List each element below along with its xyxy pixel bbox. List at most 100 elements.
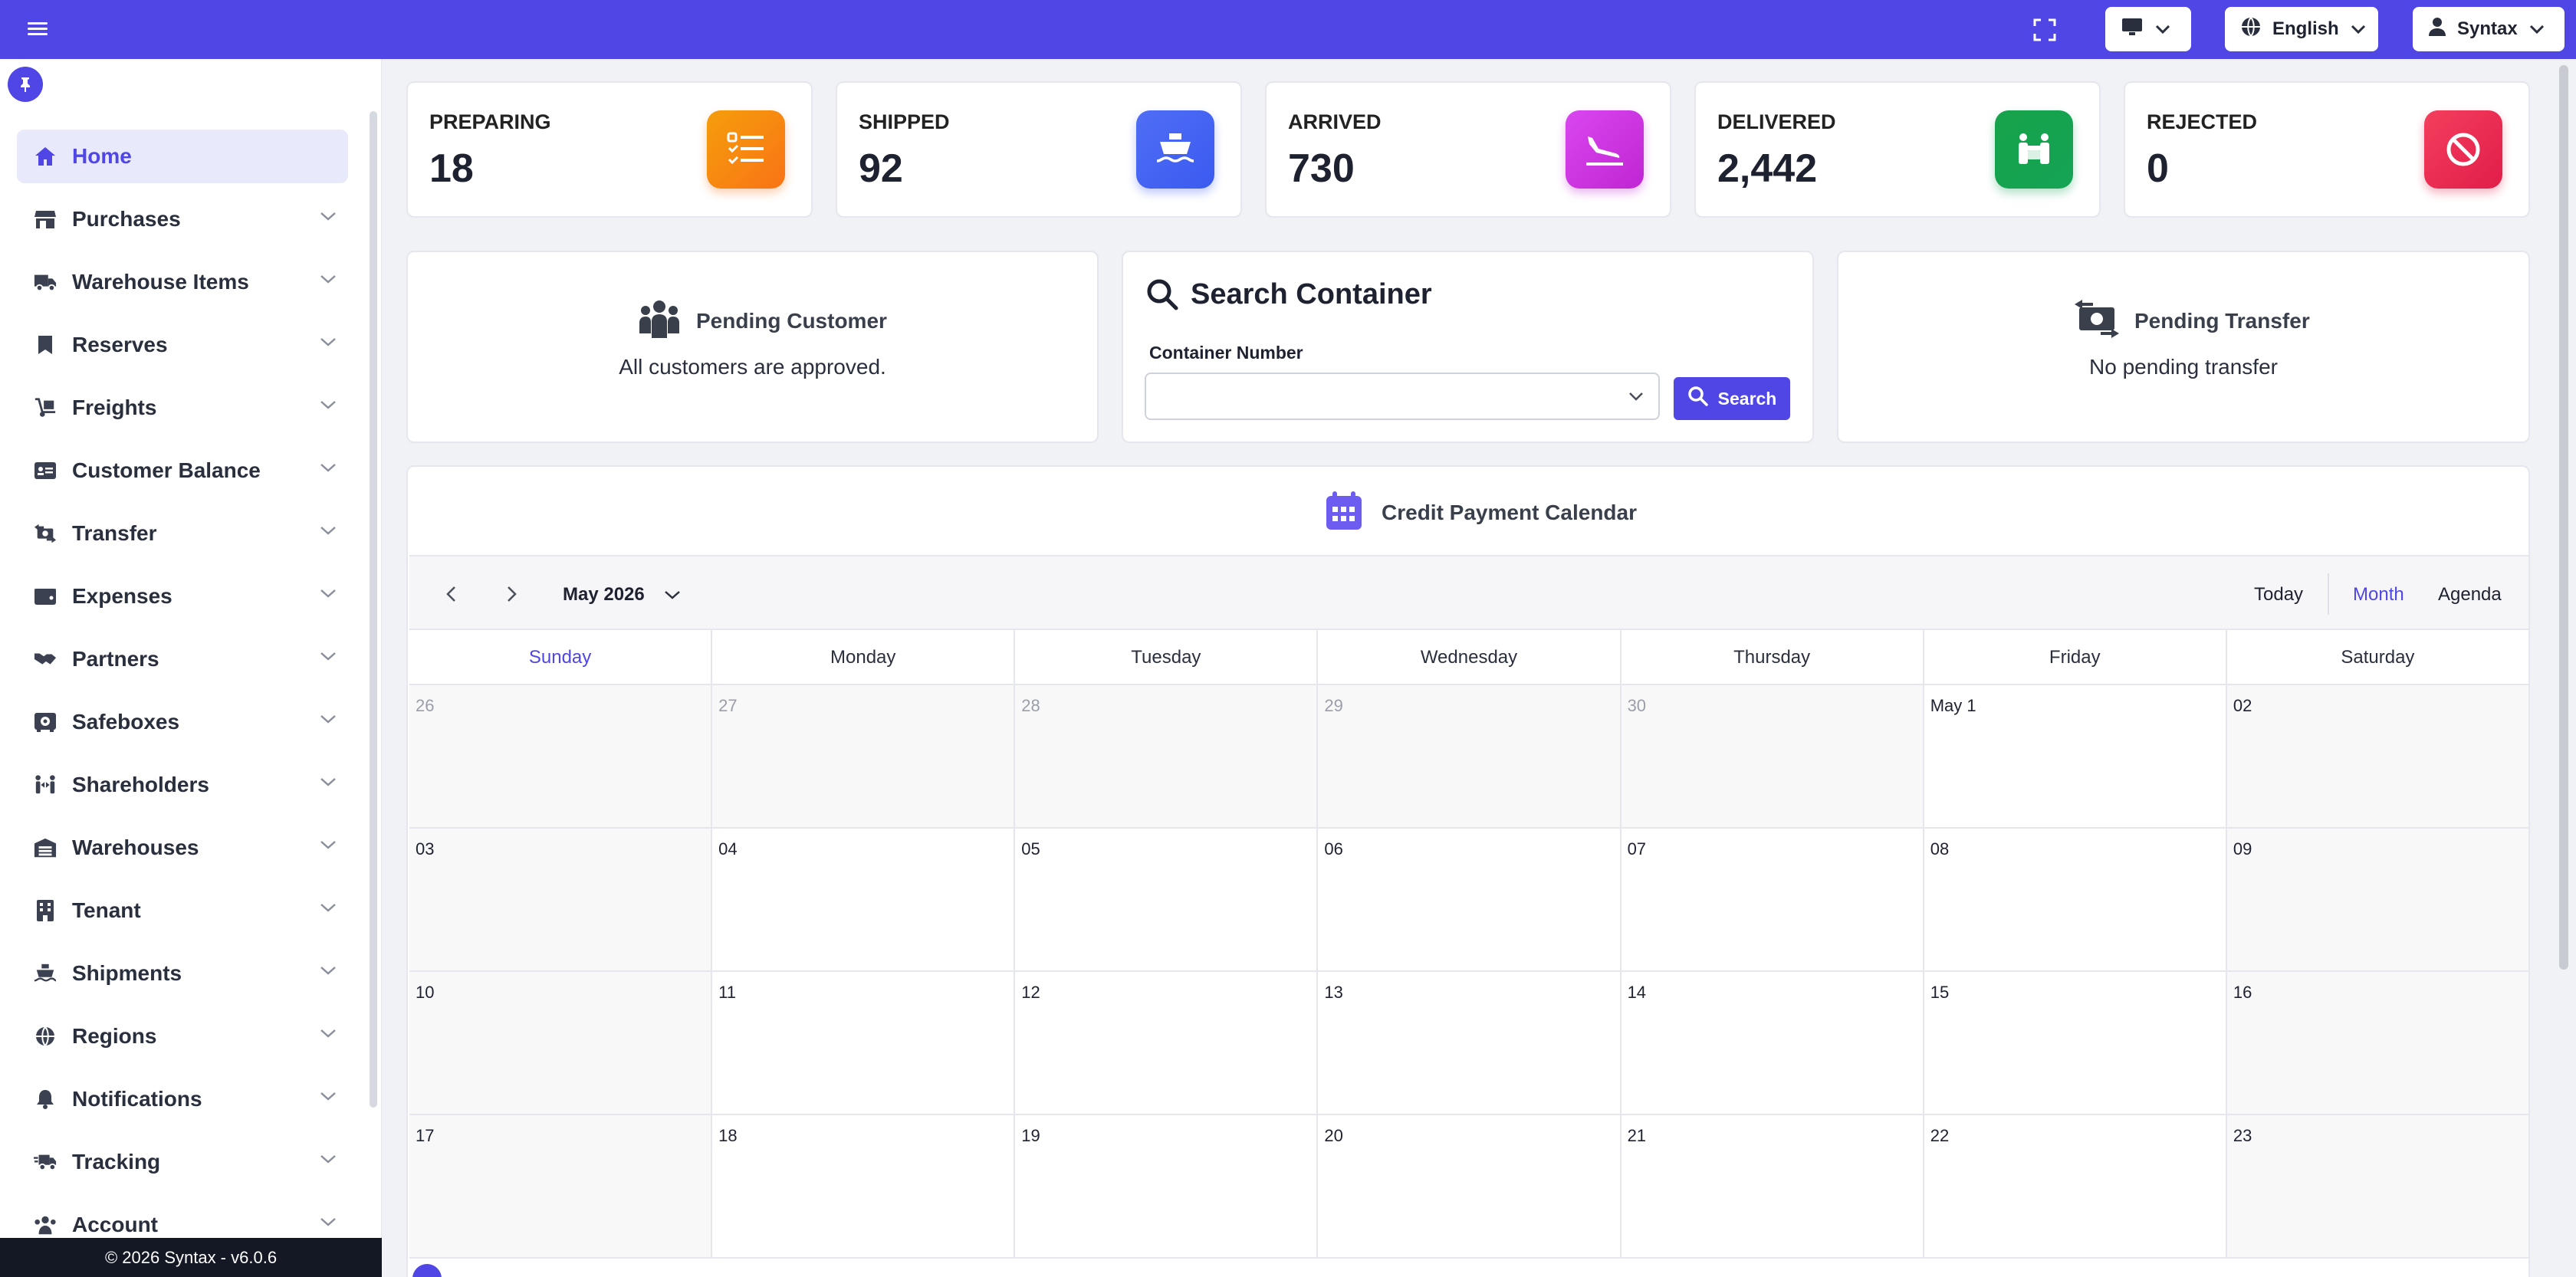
- sidebar-item-transfer[interactable]: Transfer: [17, 507, 348, 560]
- day-number: 12: [1021, 983, 1040, 1002]
- language-dropdown[interactable]: English: [2225, 7, 2378, 51]
- calendar-day-cell[interactable]: 15: [1924, 972, 2227, 1114]
- stat-card-delivered[interactable]: DELIVERED 2,442: [1694, 81, 2101, 218]
- home-icon: [34, 145, 57, 168]
- calendar-day-cell[interactable]: 29: [1318, 685, 1622, 827]
- page-scrollbar[interactable]: [2559, 65, 2568, 970]
- calendar-event-dot[interactable]: [412, 1264, 442, 1277]
- display-mode-dropdown[interactable]: [2105, 7, 2191, 51]
- calendar-week-row: 03 04 05 06 07 08 09: [409, 829, 2528, 972]
- sidebar-item-warehouses[interactable]: Warehouses: [17, 821, 348, 875]
- calendar-day-cell[interactable]: 21: [1621, 1115, 1924, 1257]
- container-number-select[interactable]: [1145, 373, 1660, 420]
- calendar-day-cell[interactable]: 04: [712, 829, 1016, 970]
- menu-toggle-icon[interactable]: [28, 19, 48, 39]
- sidebar-item-shareholders[interactable]: Shareholders: [17, 758, 348, 812]
- fullscreen-icon[interactable]: [2032, 17, 2058, 43]
- calendar-day-cell[interactable]: 30: [1621, 685, 1924, 827]
- sidebar-item-purchases[interactable]: Purchases: [17, 192, 348, 246]
- calendar-day-cell[interactable]: 28: [1015, 685, 1319, 827]
- calendar-day-cell[interactable]: 08: [1924, 829, 2227, 970]
- sidebar-item-partners[interactable]: Partners: [17, 632, 348, 686]
- sidebar-scrollbar[interactable]: [370, 111, 377, 1108]
- ship-icon: [1136, 110, 1214, 189]
- search-button-label: Search: [1717, 388, 1777, 409]
- pending-transfer-message: No pending transfer: [2089, 355, 2278, 379]
- sidebar-item-shipments[interactable]: Shipments: [17, 947, 348, 1000]
- calendar-day-cell[interactable]: 19: [1015, 1115, 1319, 1257]
- sidebar-item-freights[interactable]: Freights: [17, 381, 348, 435]
- calendar-day-cell[interactable]: 16: [2226, 972, 2528, 1114]
- next-month-button[interactable]: [500, 583, 523, 606]
- stat-card-shipped[interactable]: SHIPPED 92: [836, 81, 1242, 218]
- sidebar-item-label: Freights: [72, 396, 157, 419]
- stat-label: REJECTED: [2147, 110, 2258, 133]
- pin-icon[interactable]: [8, 67, 43, 102]
- sidebar-item-tenant[interactable]: Tenant: [17, 884, 348, 937]
- calendar-day-cell[interactable]: 06: [1318, 829, 1622, 970]
- day-number: 27: [718, 696, 738, 715]
- calendar-day-cell[interactable]: 22: [1924, 1115, 2227, 1257]
- calendar-day-cell[interactable]: 18: [712, 1115, 1016, 1257]
- calendar-day-cell[interactable]: 23: [2226, 1115, 2528, 1257]
- chevron-down-icon: [319, 1216, 337, 1231]
- sidebar-item-label: Account: [72, 1213, 158, 1236]
- calendar-day-cell[interactable]: 10: [409, 972, 713, 1114]
- sidebar-item-regions[interactable]: Regions: [17, 1009, 348, 1063]
- pending-transfer-title: Pending Transfer: [2134, 309, 2310, 333]
- month-selector[interactable]: May 2026: [563, 584, 682, 606]
- day-number: 10: [416, 983, 435, 1002]
- previous-month-button[interactable]: [440, 583, 463, 606]
- weekday-sunday: Sunday: [409, 630, 713, 684]
- calendar-day-cell[interactable]: 11: [712, 972, 1016, 1114]
- calendar-day-cell[interactable]: 12: [1015, 972, 1319, 1114]
- calendar-day-cell[interactable]: 07: [1621, 829, 1924, 970]
- weekday-monday: Monday: [712, 630, 1016, 684]
- sidebar-item-home[interactable]: Home: [17, 130, 348, 183]
- chevron-down-icon: [2350, 18, 2367, 40]
- sidebar-item-tracking[interactable]: Tracking: [17, 1135, 348, 1189]
- sidebar-item-label: Shareholders: [72, 773, 209, 796]
- sidebar-item-label: Safeboxes: [72, 710, 180, 734]
- calendar-day-cell[interactable]: 13: [1318, 972, 1622, 1114]
- calendar-day-cell[interactable]: May 1: [1924, 685, 2227, 827]
- globe-icon: [2240, 16, 2262, 43]
- calendar-day-cell[interactable]: 26: [409, 685, 713, 827]
- search-button[interactable]: Search: [1674, 377, 1790, 420]
- sidebar-item-safeboxes[interactable]: Safeboxes: [17, 695, 348, 749]
- calendar-day-cell[interactable]: 03: [409, 829, 713, 970]
- month-view-button[interactable]: Month: [2353, 584, 2404, 605]
- sidebar-item-customer-balance[interactable]: Customer Balance: [17, 444, 348, 497]
- calendar-day-cell[interactable]: 14: [1621, 972, 1924, 1114]
- sidebar-item-notifications[interactable]: Notifications: [17, 1072, 348, 1126]
- stat-value: 2,442: [1717, 146, 1818, 191]
- sidebar-item-expenses[interactable]: Expenses: [17, 570, 348, 623]
- weekday-wednesday: Wednesday: [1318, 630, 1622, 684]
- calendar-day-cell[interactable]: 27: [712, 685, 1016, 827]
- container-number-label: Container Number: [1149, 343, 1303, 363]
- weekday-saturday: Saturday: [2341, 647, 2415, 668]
- sidebar-item-account[interactable]: Account: [17, 1198, 348, 1252]
- calendar-day-cell[interactable]: 05: [1015, 829, 1319, 970]
- user-dropdown[interactable]: Syntax: [2413, 7, 2564, 51]
- stat-card-preparing[interactable]: PREPARING 18: [406, 81, 813, 218]
- agenda-view-button[interactable]: Agenda: [2438, 584, 2502, 605]
- today-button[interactable]: Today: [2254, 584, 2304, 605]
- chevron-down-icon: [319, 839, 337, 854]
- day-number: 09: [2233, 839, 2252, 858]
- day-number: 05: [1021, 839, 1040, 858]
- stat-card-rejected[interactable]: REJECTED 0: [2124, 81, 2530, 218]
- calendar-day-cell[interactable]: 17: [409, 1115, 713, 1257]
- day-number: 21: [1627, 1126, 1647, 1145]
- month-label: May 2026: [563, 584, 645, 605]
- calendar-day-cell[interactable]: 09: [2226, 829, 2528, 970]
- calendar-day-cell[interactable]: 20: [1318, 1115, 1622, 1257]
- sidebar-item-label: Purchases: [72, 207, 181, 231]
- sidebar-item-reserves[interactable]: Reserves: [17, 318, 348, 372]
- chevron-down-icon: [319, 588, 337, 602]
- stat-label: ARRIVED: [1288, 110, 1382, 133]
- sidebar-item-warehouse-items[interactable]: Warehouse Items: [17, 255, 348, 309]
- stat-card-arrived[interactable]: ARRIVED 730: [1265, 81, 1671, 218]
- day-number: 18: [718, 1126, 738, 1145]
- calendar-day-cell[interactable]: 02: [2226, 685, 2528, 827]
